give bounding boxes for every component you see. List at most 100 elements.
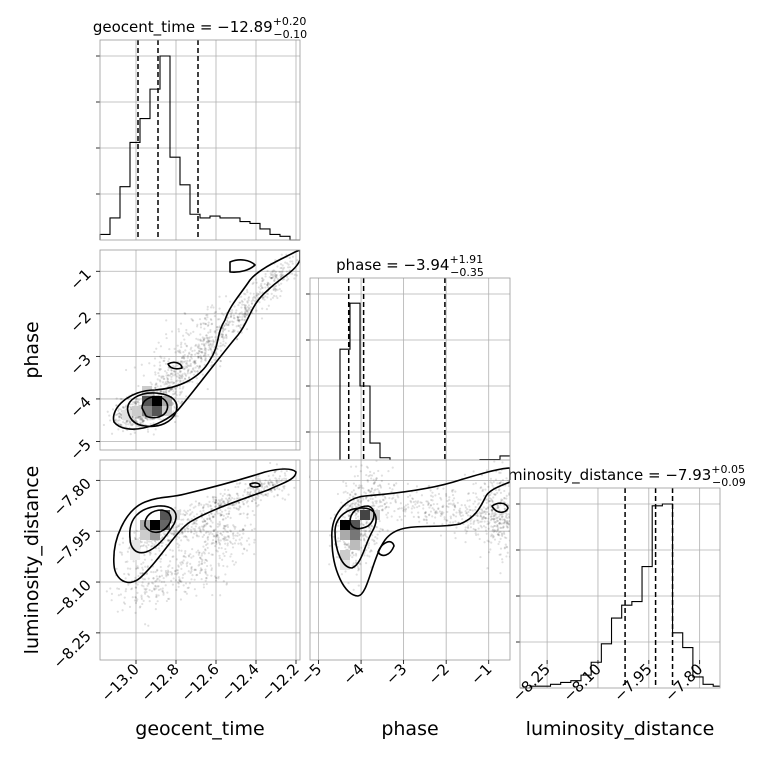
panel-phase-vs-luminosity-distance-sample: [344, 570, 347, 573]
panel-geocent-time-vs-phase-sample: [260, 276, 264, 280]
panel-phase-vs-luminosity-distance-sample: [376, 488, 379, 491]
panel-phase-vs-luminosity-distance-sample: [441, 505, 444, 508]
panel-geocent-time-vs-phase-sample: [179, 392, 182, 395]
panel-phase-vs-luminosity-distance-sample: [375, 500, 378, 503]
panel-geocent-time-vs-phase-sample: [195, 325, 199, 328]
panel-geocent-time-vs-luminosity-distance-sample: [204, 520, 207, 523]
panel-phase-vs-luminosity-distance-sample: [493, 493, 496, 496]
panel-geocent-time-vs-luminosity-distance-sample: [133, 531, 136, 534]
panel-geocent-time-vs-phase-sample: [189, 356, 193, 359]
panel-phase-vs-luminosity-distance-sample: [449, 515, 452, 518]
panel-phase-vs-luminosity-distance-sample: [410, 507, 413, 510]
panel-phase-vs-luminosity-distance-sample: [511, 530, 513, 532]
panel-phase-vs-luminosity-distance-sample: [490, 499, 493, 502]
panel-geocent-time-vs-luminosity-distance-sample: [180, 563, 183, 566]
panel-phase-vs-luminosity-distance-sample: [425, 515, 428, 519]
panel-phase-vs-luminosity-distance-sample: [461, 514, 465, 517]
panel-phase-vs-luminosity-distance-sample: [418, 520, 421, 523]
panel-geocent-time-vs-luminosity-distance-sample: [205, 503, 208, 506]
panel-geocent-time-vs-phase-sample: [173, 405, 176, 408]
panel-phase-vs-luminosity-distance-sample: [386, 529, 389, 532]
panel-geocent-time-vs-luminosity-distance-sample: [203, 519, 206, 523]
panel-phase-vs-luminosity-distance-sample: [403, 505, 406, 509]
panel-geocent-time-vs-luminosity-distance-sample: [206, 517, 209, 520]
panel-geocent-time-vs-phase-sample: [178, 387, 182, 390]
panel-geocent-time-vs-luminosity-distance-sample: [130, 587, 134, 590]
panel-geocent-time-vs-phase-sample: [225, 323, 228, 327]
panel-geocent-time-vs-phase-sample: [270, 292, 273, 295]
panel-geocent-time-vs-luminosity-distance-sample: [186, 530, 190, 533]
panel-phase-vs-luminosity-distance-sample: [454, 490, 457, 493]
panel-phase-vs-luminosity-distance-sample: [496, 519, 499, 522]
panel-geocent-time-vs-phase-sample: [199, 322, 202, 325]
panel-geocent-time-vs-luminosity-distance-sample: [166, 539, 170, 542]
panel-geocent-time-vs-luminosity-distance-sample: [186, 524, 190, 527]
panel-geocent-time-vs-luminosity-distance-sample: [283, 472, 287, 475]
panel-phase-vs-luminosity-distance-sample: [498, 522, 501, 525]
panel-phase-vs-luminosity-distance-sample: [397, 507, 400, 511]
panel-phase-vs-luminosity-distance-sample: [492, 512, 495, 515]
panel-geocent-time-vs-phase-sample: [249, 306, 252, 309]
panel-geocent-time-vs-luminosity-distance-sample: [180, 531, 183, 534]
panel-phase-vs-luminosity-distance-sample: [515, 462, 517, 464]
panel-geocent-time-vs-luminosity-distance-sample: [202, 551, 205, 554]
panel-phase-vs-luminosity-distance-sample: [495, 520, 498, 523]
panel-geocent-time-vs-phase-sample: [202, 322, 205, 325]
panel-phase-vs-luminosity-distance-sample: [476, 512, 479, 515]
panel-geocent-time-vs-phase-sample: [159, 418, 162, 421]
panel-phase-vs-luminosity-distance-sample: [429, 494, 433, 497]
panel-geocent-time-vs-luminosity-distance-sample: [215, 577, 218, 580]
yaxis-luminosity-distance-tick-label: −7.80: [50, 474, 95, 519]
hist-geocent-time-title-plus: +0.20: [273, 15, 307, 28]
panel-phase-vs-luminosity-distance-sample: [374, 535, 377, 539]
panel-phase-vs-luminosity-distance-sample: [439, 496, 442, 500]
panel-phase-vs-luminosity-distance-sample: [484, 526, 487, 529]
panel-geocent-time-vs-luminosity-distance-sample: [200, 503, 203, 506]
panel-geocent-time-vs-luminosity-distance-sample: [278, 475, 282, 478]
panel-phase-vs-luminosity-distance-sample: [344, 546, 347, 549]
panel-phase-vs-luminosity-distance-sample: [496, 506, 499, 509]
panel-geocent-time-vs-luminosity-distance-sample: [195, 522, 198, 526]
panel-geocent-time-vs-luminosity-distance-sample: [179, 513, 182, 516]
panel-phase-vs-luminosity-distance-sample: [496, 506, 499, 510]
panel-geocent-time-vs-luminosity-distance-sample: [152, 577, 155, 580]
panel-geocent-time-vs-phase-sample: [196, 352, 200, 355]
panel-geocent-time-vs-phase-sample: [207, 341, 210, 345]
panel-geocent-time-vs-luminosity-distance-sample: [245, 539, 249, 542]
panel-phase-vs-luminosity-distance-sample: [511, 525, 513, 527]
panel-phase-vs-luminosity-distance-sample: [382, 499, 385, 502]
panel-geocent-time-vs-luminosity-distance-sample: [142, 585, 145, 588]
panel-geocent-time-vs-phase-sample: [163, 377, 166, 381]
panel-phase-vs-luminosity-distance-sample: [485, 508, 488, 511]
panel-geocent-time-vs-luminosity-distance-sample: [237, 508, 240, 512]
panel-geocent-time-vs-luminosity-distance-sample: [145, 590, 148, 594]
panel-geocent-time-vs-phase-sample: [179, 379, 182, 382]
panel-phase-vs-luminosity-distance-sample: [490, 541, 493, 544]
panel-phase-vs-luminosity-distance-sample: [480, 486, 483, 489]
panel-phase-vs-luminosity-distance-sample: [425, 521, 429, 525]
panel-phase-vs-luminosity-distance-sample: [348, 505, 352, 508]
panel-geocent-time-vs-phase-sample: [200, 347, 204, 351]
panel-geocent-time-vs-phase-sample: [218, 307, 221, 310]
hist-phase-title: phase = −3.94+1.91 −0.35: [336, 253, 484, 279]
panel-geocent-time-vs-luminosity-distance-sample: [200, 525, 204, 528]
panel-phase-vs-luminosity-distance-sample: [455, 526, 458, 529]
panel-geocent-time-vs-phase-sample: [198, 318, 202, 321]
panel-geocent-time-vs-luminosity-distance-sample: [144, 592, 147, 595]
panel-geocent-time-vs-luminosity-distance-sample: [123, 602, 127, 605]
panel-geocent-time-vs-phase-sample: [289, 260, 292, 263]
panel-geocent-time-vs-phase-sample: [266, 283, 269, 287]
panel-geocent-time-vs-luminosity-distance-sample: [225, 512, 228, 516]
panel-phase-vs-luminosity-distance-sample: [494, 493, 497, 496]
panel-geocent-time-vs-phase-sample: [118, 416, 122, 419]
panel-phase-vs-luminosity-distance-sample: [406, 503, 409, 506]
panel-geocent-time-vs-luminosity-distance-sample: [254, 496, 257, 499]
panel-phase-vs-luminosity-distance-sample: [468, 505, 471, 508]
panel-phase-vs-luminosity-distance-sample: [430, 498, 433, 502]
panel-geocent-time-vs-luminosity-distance-sample: [199, 531, 203, 534]
panel-geocent-time-vs-phase-sample: [186, 369, 190, 372]
panel-geocent-time-vs-phase-sample: [190, 317, 193, 321]
panel-geocent-time-vs-phase-sample: [142, 420, 145, 423]
panel-geocent-time-vs-luminosity-distance-sample: [157, 588, 161, 591]
panel-geocent-time-vs-phase-sample: [161, 375, 164, 378]
